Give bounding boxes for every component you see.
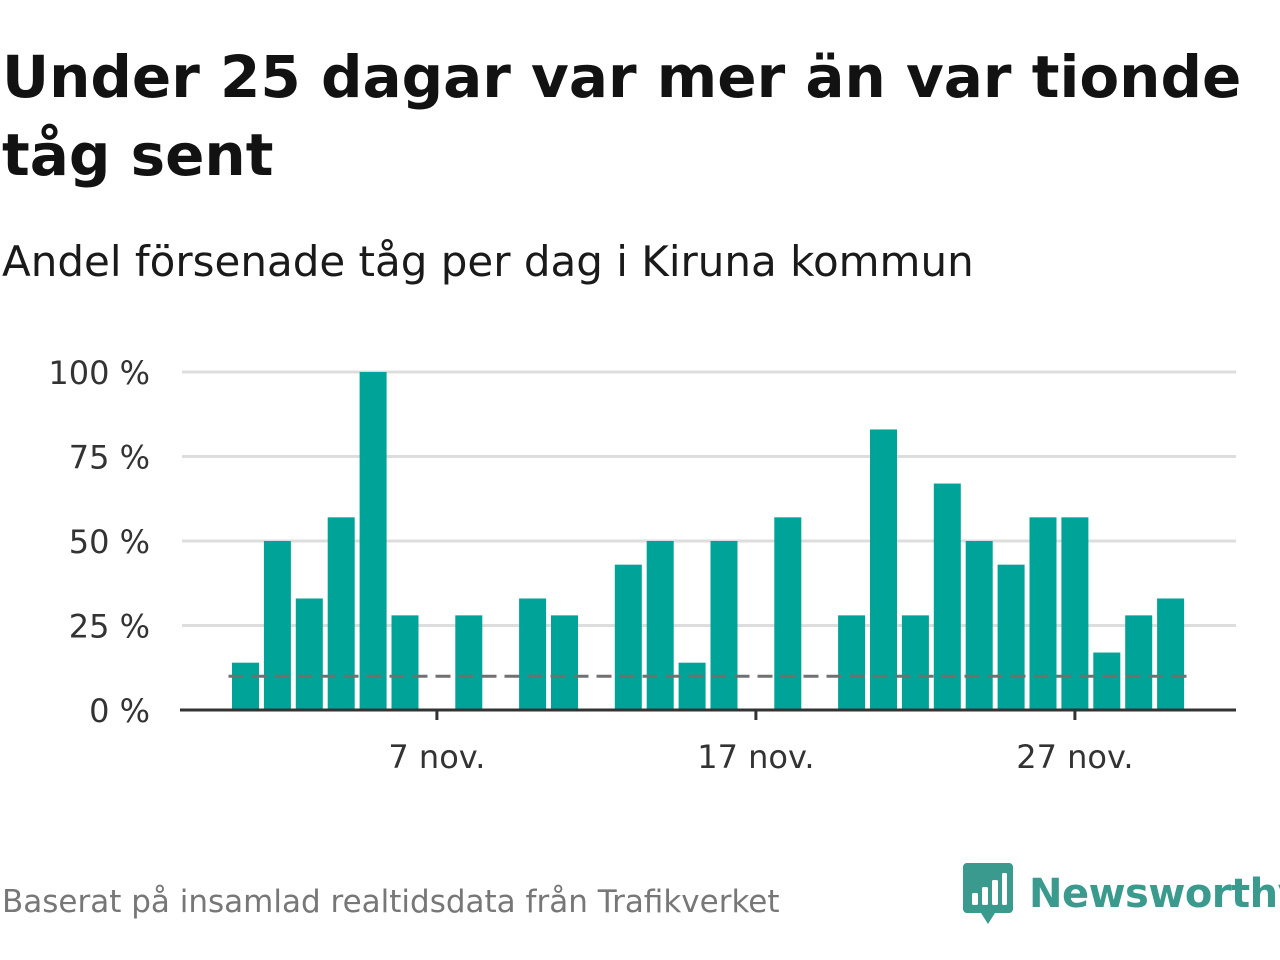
bar [774,517,802,710]
y-tick-label: 25 % [69,608,150,646]
newsworthy-logo-icon [963,863,1013,924]
y-tick-label: 75 % [69,439,150,477]
bar [965,541,993,710]
brand-name: Newsworthy [1029,871,1280,917]
bars [232,372,1185,710]
chart-title: Under 25 dagar var mer än var tionde tåg… [2,43,1242,189]
bar [1061,517,1089,710]
chart-subtitle: Andel försenade tåg per dag i Kiruna kom… [2,237,974,286]
bar [614,564,642,710]
x-tick-label: 27 nov. [1016,738,1133,776]
bar [646,541,674,710]
y-tick-label: 50 % [69,523,150,561]
brand-logo: Newsworthy [963,860,1280,928]
x-axis [180,708,1236,720]
bar [1093,652,1121,710]
bar [263,541,291,710]
bar [391,615,419,710]
bar [870,429,897,710]
bar [838,615,866,710]
bar [997,564,1025,710]
y-axis-tick-labels: 0 % 25 % 50 % 75 % 100 % [48,354,150,730]
bar-chart: 0 % 25 % 50 % 75 % 100 % 7 nov. 17 nov. 27 nov… [48,354,1236,776]
bar [232,662,259,710]
bar [901,615,929,710]
bar [327,517,355,710]
bar [455,615,483,710]
bar [1125,615,1153,710]
bar [519,598,547,710]
x-axis-tick-labels: 7 nov. 17 nov. 27 nov. [388,738,1133,776]
source-note: Baserat på insamlad realtidsdata från Tr… [2,884,780,920]
bar [933,483,961,710]
bar [678,662,706,710]
bar [295,598,323,710]
bar [710,541,738,710]
bar [1157,598,1185,710]
x-tick-label: 7 nov. [388,738,485,776]
bar [359,372,387,710]
bar [1029,517,1057,710]
y-tick-label: 0 % [89,692,150,730]
y-tick-label: 100 % [48,354,150,392]
gridlines [182,370,1236,627]
bar [551,615,578,710]
x-tick-label: 17 nov. [697,738,814,776]
